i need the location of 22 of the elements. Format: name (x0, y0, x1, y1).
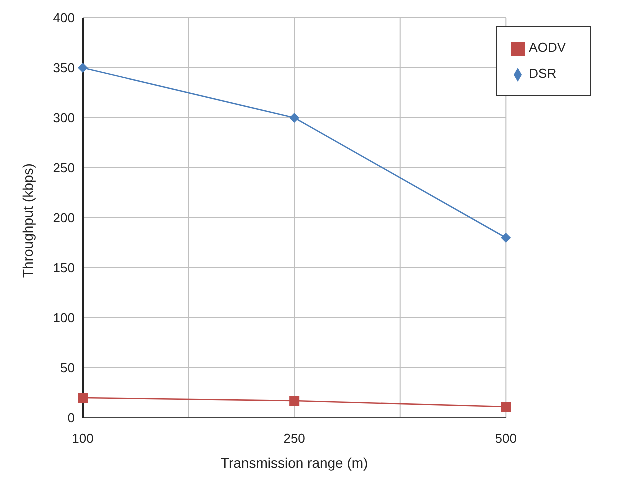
y-tick-label: 400 (53, 10, 75, 26)
point (78, 63, 88, 73)
y-tick-label: 50 (60, 360, 75, 376)
y-tick-label: 350 (53, 60, 75, 76)
legend-label: DSR (529, 66, 557, 81)
y-tick-label: 300 (53, 110, 75, 126)
y-tick-label: 150 (53, 260, 75, 276)
point (501, 233, 512, 243)
x-axis-title: Transmission range (m) (220, 455, 368, 471)
x-tick-label: 250 (284, 431, 306, 446)
y-tick-label: 100 (53, 310, 75, 326)
point (290, 396, 300, 406)
point (290, 113, 300, 123)
x-tick-label: 500 (495, 431, 518, 446)
point (78, 393, 88, 403)
y-tick-label: 250 (53, 160, 75, 176)
y-tick-label: 0 (68, 410, 75, 426)
y-tick-label: 200 (53, 210, 75, 226)
y-axis-title: Throughput (kbps) (20, 164, 36, 278)
point (501, 402, 512, 412)
x-tick-label: 100 (72, 431, 94, 446)
legend-label: AODV (529, 40, 566, 55)
